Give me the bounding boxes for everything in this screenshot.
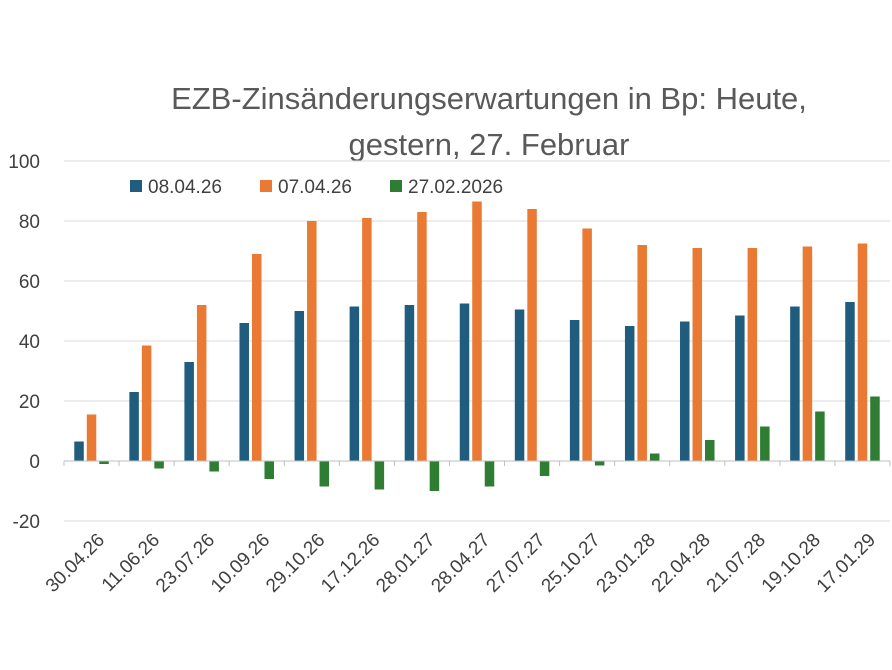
x-tick-label: 23.01.28: [593, 530, 660, 597]
bar-07.04.26: [362, 218, 372, 461]
bar-07.04.26: [417, 212, 427, 461]
bar-07.04.26: [86, 414, 97, 461]
bar-07.04.26: [582, 228, 592, 461]
bar-07.04.26: [141, 345, 152, 461]
bar-07.04.26: [692, 248, 703, 461]
bar-27.02.2026: [815, 411, 825, 461]
x-tick-label: 29.10.26: [262, 530, 329, 597]
bar-08.04.26: [569, 320, 580, 461]
bar-08.04.26: [129, 392, 139, 461]
legend-swatch: [130, 180, 142, 192]
y-tick-label: 80: [19, 212, 40, 233]
bar-08.04.26: [349, 306, 360, 461]
bar-07.04.26: [472, 201, 482, 461]
bar-27.02.2026: [319, 461, 330, 487]
chart-title-line-2: gestern, 27. Februar: [349, 127, 630, 162]
bar-08.04.26: [74, 441, 84, 461]
bar-08.04.26: [239, 323, 249, 461]
legend: 08.04.26 07.04.26 27.02.2026: [130, 177, 503, 198]
legend-swatch: [390, 180, 402, 192]
y-tick-label: 60: [19, 272, 40, 293]
bar-27.02.2026: [870, 396, 880, 461]
x-tick-label: 10.09.26: [207, 530, 274, 597]
bar-27.02.2026: [264, 461, 274, 479]
bars-group: [74, 201, 880, 491]
bar-08.04.26: [735, 315, 745, 461]
bar-27.02.2026: [209, 461, 219, 472]
bar-27.02.2026: [649, 453, 660, 461]
legend-label: 07.04.26: [278, 177, 352, 198]
bar-07.04.26: [527, 209, 537, 461]
chart-title-line-1: EZB-Zinsänderungserwartungen in Bp: Heut…: [171, 81, 807, 116]
bar-08.04.26: [184, 362, 194, 461]
bar-07.04.26: [307, 221, 317, 461]
bar-27.02.2026: [594, 461, 605, 466]
bar-07.04.26: [802, 246, 813, 461]
x-tick-label: 23.07.26: [152, 530, 219, 597]
x-axis: 30.04.2611.06.2623.07.2610.09.2629.10.26…: [42, 460, 891, 597]
legend-label: 27.02.2026: [408, 177, 503, 198]
bar-27.02.2026: [429, 461, 440, 491]
x-tick-label: 22.04.28: [648, 530, 715, 597]
bar-07.04.26: [857, 243, 868, 461]
x-tick-label: 30.04.26: [42, 530, 109, 597]
bar-27.02.2026: [539, 461, 550, 476]
bar-27.02.2026: [760, 426, 770, 461]
bar-08.04.26: [294, 311, 305, 461]
bar-08.04.26: [404, 305, 415, 461]
bar-07.04.26: [196, 305, 207, 461]
y-tick-label: 100: [8, 152, 40, 173]
y-tick-label: -20: [13, 512, 40, 533]
x-tick-label: 17.01.29: [813, 530, 880, 597]
x-tick-label: 11.06.26: [98, 530, 164, 596]
y-tick-label: 20: [19, 392, 40, 413]
bar-08.04.26: [514, 309, 525, 461]
bar-27.02.2026: [705, 440, 715, 461]
bar-08.04.26: [459, 303, 470, 461]
x-tick-label: 25.10.27: [538, 530, 605, 597]
bar-08.04.26: [790, 306, 800, 461]
bar-27.02.2026: [154, 461, 164, 469]
bar-08.04.26: [680, 321, 690, 461]
bar-27.02.2026: [374, 461, 385, 490]
bar-27.02.2026: [484, 461, 495, 487]
bar-07.04.26: [747, 248, 758, 461]
bar-07.04.26: [251, 254, 262, 461]
bar-27.02.2026: [99, 461, 109, 464]
bar-08.04.26: [845, 302, 855, 461]
y-tick-label: 40: [19, 332, 40, 353]
x-tick-label: 19.10.28: [758, 530, 825, 597]
x-tick-label: 27.07.27: [482, 530, 549, 597]
legend-label: 08.04.26: [148, 177, 222, 198]
bar-08.04.26: [624, 326, 635, 461]
x-tick-label: 17.12.26: [317, 530, 384, 597]
y-tick-label: 0: [29, 452, 40, 473]
x-tick-label: 28.01.27: [372, 530, 439, 597]
x-tick-label: 28.04.27: [427, 530, 494, 597]
x-tick-label: 21.07.28: [703, 530, 770, 597]
legend-swatch: [260, 180, 272, 192]
bar-07.04.26: [637, 245, 647, 461]
y-axis: 100 80 60 40 20 0 -20: [8, 152, 40, 533]
